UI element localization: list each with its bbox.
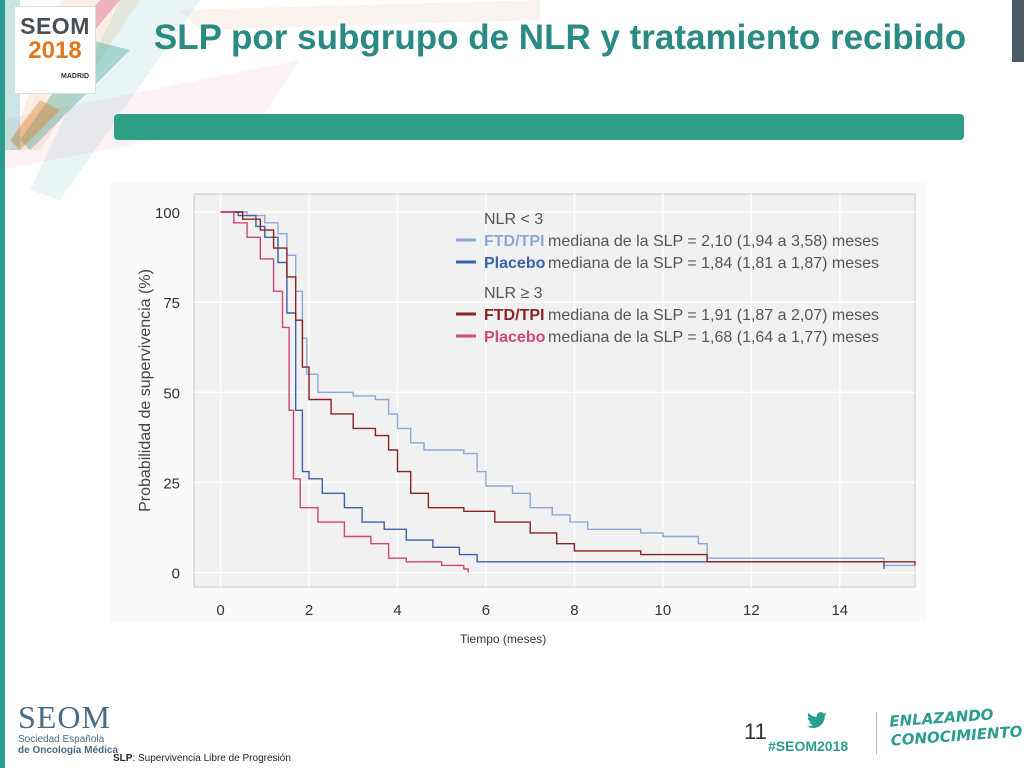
- twitter-bird-icon: [807, 712, 827, 729]
- y-tick-label: 0: [172, 566, 180, 583]
- survival-chart: 0 25 50 75 100 0 2 4 6 8 10 12 14 Probabilidad de sup…: [137, 193, 916, 619]
- y-tick-label: 50: [163, 385, 180, 402]
- footer-divider: [876, 712, 877, 754]
- x-axis-label: Tiempo (meses): [460, 632, 547, 646]
- right-accent-tab: [1012, 0, 1024, 62]
- footnote-abbr: SLP: [113, 753, 133, 764]
- logo-year-text: 2018: [28, 37, 82, 64]
- legend-series-name: Placebo: [484, 255, 546, 272]
- footnote: SLP: Supervivencia Libre de Progresión: [113, 753, 291, 764]
- legend-group-title: NLR < 3: [484, 211, 543, 228]
- survival-curve-nlr-low-ftd: [220, 211, 915, 567]
- x-tick-label: 12: [743, 602, 760, 619]
- legend-series-name: FTD/TPI: [484, 307, 544, 324]
- x-tick-label: 8: [570, 602, 578, 619]
- logo-seom-text: SEOM: [20, 13, 90, 39]
- survival-curve-nlr-low-placebo: [220, 211, 885, 569]
- logo-city-text: MADRID: [61, 73, 89, 80]
- x-tick-label: 6: [482, 602, 490, 619]
- x-tick-label: 10: [655, 602, 672, 619]
- y-tick-label: 100: [155, 205, 180, 222]
- y-axis-label: Probabilidad de supervivencia (%): [137, 269, 154, 512]
- y-tick-label: 75: [163, 295, 180, 312]
- hashtag: #SEOM2018: [768, 738, 849, 754]
- legend-series-desc: mediana de la SLP = 1,91 (1,87 a 2,07) m…: [548, 307, 879, 324]
- seom-2018-logo: SEOM 2018 MADRID: [14, 6, 96, 94]
- tagline: ENLAZANDO CONOCIMIENTO: [889, 703, 1023, 750]
- title-underline-bar: [114, 114, 964, 140]
- survival-curve-nlr-high-ftd: [220, 211, 916, 566]
- x-tick-label: 14: [831, 602, 848, 619]
- page-number: 11: [744, 719, 767, 744]
- survival-curve-nlr-high-placebo: [220, 211, 469, 573]
- slide-title: SLP por subgrupo de NLR y tratamiento re…: [153, 18, 967, 57]
- x-tick-label: 2: [305, 602, 313, 619]
- seom-society-logo: SEOM Sociedad Española de Oncología Médi…: [18, 700, 118, 756]
- legend-series-desc: mediana de la SLP = 1,84 (1,81 a 1,87) m…: [548, 255, 879, 272]
- x-tick-label: 0: [216, 602, 224, 619]
- seom-logo-text: SEOM: [18, 699, 111, 735]
- x-tick-label: 4: [393, 602, 401, 619]
- footnote-text: : Supervivencia Libre de Progresión: [132, 753, 291, 764]
- legend-group-title: NLR ≥ 3: [484, 285, 543, 302]
- seom-logo-line1: Sociedad Española: [18, 734, 105, 745]
- legend-series-name: FTD/TPI: [484, 233, 544, 250]
- left-accent-bar: [0, 0, 5, 768]
- legend-series-name: Placebo: [484, 329, 546, 346]
- y-tick-label: 25: [163, 475, 180, 492]
- legend-series-desc: mediana de la SLP = 1,68 (1,64 a 1,77) m…: [548, 329, 879, 346]
- legend-series-desc: mediana de la SLP = 2,10 (1,94 a 3,58) m…: [548, 233, 879, 250]
- seom-logo-line2: de Oncología Médica: [18, 745, 119, 756]
- plot-area: [193, 193, 916, 588]
